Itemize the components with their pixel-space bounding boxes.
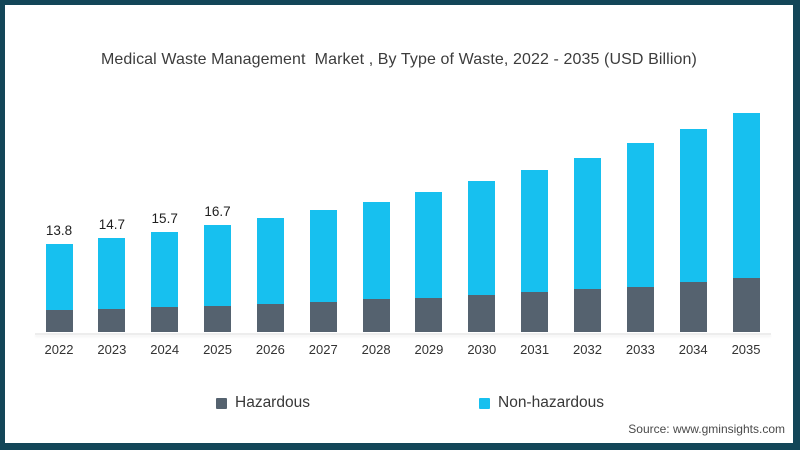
bar-segment-hazardous-2035 xyxy=(732,277,760,332)
non-hazardous-swatch-icon xyxy=(479,397,490,409)
x-tick-label-2023: 2023 xyxy=(97,342,127,357)
x-tick-label-2026: 2026 xyxy=(255,342,285,357)
value-label-2023: 14.7 xyxy=(98,217,125,233)
bar-segment-non-hazardous-2033 xyxy=(626,143,654,287)
plot-area: 2022 13.8 2023 14.7 2024 15.7 2025 16.7 2026 2027… xyxy=(5,5,793,443)
bar-segment-hazardous-2024 xyxy=(151,307,179,332)
x-tick-label-2034: 2034 xyxy=(678,342,708,357)
bar-segment-non-hazardous-2035 xyxy=(732,113,760,278)
bar-segment-hazardous-2030 xyxy=(468,294,496,332)
x-tick-label-2032: 2032 xyxy=(573,342,602,357)
value-label-2024: 15.7 xyxy=(151,210,178,226)
x-tick-label-2031: 2031 xyxy=(520,342,550,357)
x-tick-label-2028: 2028 xyxy=(361,342,391,357)
source-credit: Source: www.gminsights.com xyxy=(628,422,785,436)
x-tick-label-2035: 2035 xyxy=(731,342,761,357)
bar-segment-non-hazardous-2029 xyxy=(415,192,443,298)
x-tick-label-2022: 2022 xyxy=(44,342,74,357)
bar-segment-hazardous-2025 xyxy=(204,305,232,332)
x-axis-line xyxy=(35,333,771,335)
x-tick-label-2033: 2033 xyxy=(625,342,655,357)
bar-segment-non-hazardous-2025 xyxy=(204,225,232,306)
bar-segment-hazardous-2032 xyxy=(574,289,601,332)
bar-segment-non-hazardous-2028 xyxy=(362,201,390,300)
x-tick-label-2029: 2029 xyxy=(414,342,444,357)
bar-segment-non-hazardous-2032 xyxy=(574,157,601,290)
bar-segment-non-hazardous-2034 xyxy=(679,129,707,282)
bar-segment-non-hazardous-2026 xyxy=(256,217,284,304)
bar-segment-hazardous-2034 xyxy=(679,281,707,332)
x-tick-label-2024: 2024 xyxy=(150,342,180,357)
bar-segment-non-hazardous-2024 xyxy=(151,231,179,308)
legend-item-hazardous: Hazardous xyxy=(216,394,310,412)
bar-segment-hazardous-2022 xyxy=(45,310,73,332)
legend-label-non-hazardous: Non-hazardous xyxy=(498,394,604,411)
legend-item-non-hazardous: Non-hazardous xyxy=(479,394,604,412)
bar-segment-non-hazardous-2031 xyxy=(521,169,549,292)
chart-title: Medical Waste Management Market , By Typ… xyxy=(101,51,697,68)
x-tick-label-2027: 2027 xyxy=(308,342,338,357)
bar-segment-non-hazardous-2023 xyxy=(98,238,126,310)
bar-segment-non-hazardous-2027 xyxy=(309,210,337,302)
x-tick-label-2025: 2025 xyxy=(203,342,232,357)
bar-segment-non-hazardous-2030 xyxy=(468,180,496,295)
legend-label-hazardous: Hazardous xyxy=(235,394,310,411)
bar-segment-hazardous-2023 xyxy=(98,309,126,332)
bar-segment-hazardous-2026 xyxy=(256,303,284,332)
bar-segment-hazardous-2031 xyxy=(521,291,549,332)
bar-segment-non-hazardous-2022 xyxy=(45,243,73,311)
x-tick-label-2030: 2030 xyxy=(467,342,497,357)
bar-segment-hazardous-2028 xyxy=(362,299,390,332)
bar-segment-hazardous-2027 xyxy=(309,302,337,332)
value-label-2025: 16.7 xyxy=(204,204,231,220)
bar-segment-hazardous-2033 xyxy=(626,286,654,332)
value-label-2022: 13.8 xyxy=(45,222,73,238)
hazardous-swatch-icon xyxy=(216,397,227,409)
bar-segment-hazardous-2029 xyxy=(415,297,443,332)
